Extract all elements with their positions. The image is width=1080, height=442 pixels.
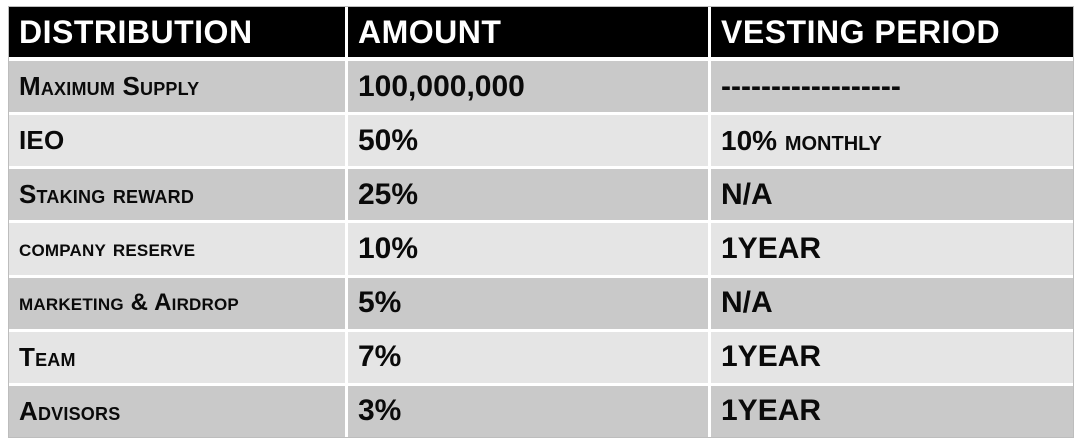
- token-distribution-table-wrapper: DISTRIBUTION AMOUNT VESTING PERIOD Maxim…: [8, 6, 1074, 438]
- amount-cell: 10%: [348, 223, 711, 278]
- header-distribution: DISTRIBUTION: [9, 7, 348, 61]
- amount-cell: 5%: [348, 277, 711, 332]
- distribution-cell: IEO: [9, 115, 348, 170]
- vesting-cell: 1YEAR: [711, 223, 1073, 278]
- distribution-cell: Team: [9, 331, 348, 386]
- table-row: Maximum Supply 100,000,000 -------------…: [9, 61, 1073, 116]
- distribution-cell: Advisors: [9, 385, 348, 437]
- amount-cell: 50%: [348, 115, 711, 170]
- amount-cell: 100,000,000: [348, 61, 711, 116]
- vesting-cell: N/A: [711, 169, 1073, 224]
- amount-cell: 25%: [348, 169, 711, 224]
- table-row: Advisors 3% 1YEAR: [9, 385, 1073, 437]
- token-distribution-table: DISTRIBUTION AMOUNT VESTING PERIOD Maxim…: [9, 7, 1073, 437]
- vesting-cell: 1YEAR: [711, 385, 1073, 437]
- header-vesting-period: VESTING PERIOD: [711, 7, 1073, 61]
- amount-cell: 3%: [348, 385, 711, 437]
- table-row: company reserve 10% 1YEAR: [9, 223, 1073, 278]
- vesting-cell: N/A: [711, 277, 1073, 332]
- table-row: Team 7% 1YEAR: [9, 331, 1073, 386]
- table-row: IEO 50% 10% monthly: [9, 115, 1073, 170]
- vesting-cell: 10% monthly: [711, 115, 1073, 170]
- header-row: DISTRIBUTION AMOUNT VESTING PERIOD: [9, 7, 1073, 61]
- table-row: marketing & Airdrop 5% N/A: [9, 277, 1073, 332]
- vesting-cell: ------------------: [711, 61, 1073, 116]
- amount-cell: 7%: [348, 331, 711, 386]
- distribution-cell: Staking reward: [9, 169, 348, 224]
- distribution-cell: marketing & Airdrop: [9, 277, 348, 332]
- vesting-cell: 1YEAR: [711, 331, 1073, 386]
- distribution-cell: Maximum Supply: [9, 61, 348, 116]
- table-row: Staking reward 25% N/A: [9, 169, 1073, 224]
- distribution-cell: company reserve: [9, 223, 348, 278]
- header-amount: AMOUNT: [348, 7, 711, 61]
